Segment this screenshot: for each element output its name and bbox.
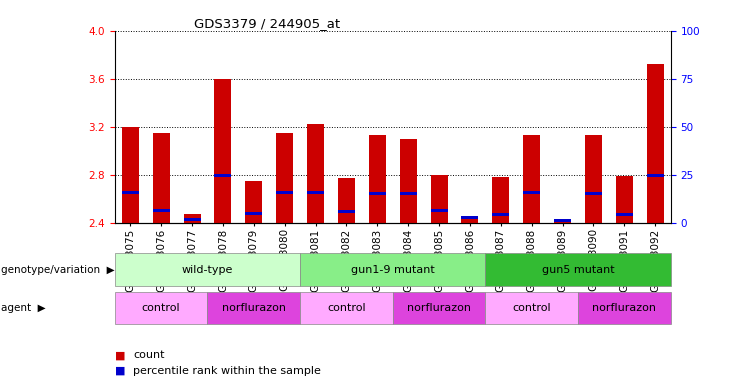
Bar — [153, 133, 170, 223]
Bar — [431, 175, 448, 223]
Text: wild-type: wild-type — [182, 265, 233, 275]
Bar — [554, 219, 571, 222]
Bar — [184, 214, 201, 223]
Bar — [399, 139, 416, 223]
Bar — [307, 191, 324, 194]
Text: gun1-9 mutant: gun1-9 mutant — [350, 265, 435, 275]
Text: norflurazon: norflurazon — [407, 303, 471, 313]
Bar — [585, 135, 602, 223]
Bar — [616, 213, 633, 216]
Bar — [122, 127, 139, 223]
Bar — [369, 135, 386, 223]
Bar — [184, 218, 201, 221]
Bar — [153, 209, 170, 212]
Bar — [492, 213, 509, 216]
Bar — [276, 133, 293, 223]
Bar — [369, 192, 386, 195]
Text: genotype/variation  ▶: genotype/variation ▶ — [1, 265, 115, 275]
Text: control: control — [327, 303, 366, 313]
Bar — [523, 135, 540, 223]
Bar — [214, 79, 231, 223]
Text: ■: ■ — [115, 350, 125, 360]
Bar — [245, 212, 262, 215]
Bar — [616, 176, 633, 223]
Bar — [338, 178, 355, 223]
Text: norflurazon: norflurazon — [592, 303, 657, 313]
Text: count: count — [133, 350, 165, 360]
Text: agent  ▶: agent ▶ — [1, 303, 46, 313]
Bar — [431, 209, 448, 212]
Text: ■: ■ — [115, 366, 125, 376]
Bar — [276, 191, 293, 194]
Bar — [554, 222, 571, 223]
Text: gun5 mutant: gun5 mutant — [542, 265, 614, 275]
Text: percentile rank within the sample: percentile rank within the sample — [133, 366, 322, 376]
Bar — [462, 217, 479, 219]
Bar — [523, 191, 540, 194]
Bar — [647, 174, 664, 177]
Bar — [462, 217, 479, 223]
Bar — [122, 191, 139, 194]
Bar — [307, 124, 324, 223]
Bar — [399, 192, 416, 195]
Bar — [338, 210, 355, 214]
Bar — [245, 181, 262, 223]
Text: norflurazon: norflurazon — [222, 303, 286, 313]
Bar — [647, 64, 664, 223]
Bar — [214, 174, 231, 177]
Text: control: control — [142, 303, 181, 313]
Bar — [585, 192, 602, 195]
Text: control: control — [512, 303, 551, 313]
Bar — [492, 177, 509, 223]
Text: GDS3379 / 244905_at: GDS3379 / 244905_at — [193, 17, 340, 30]
